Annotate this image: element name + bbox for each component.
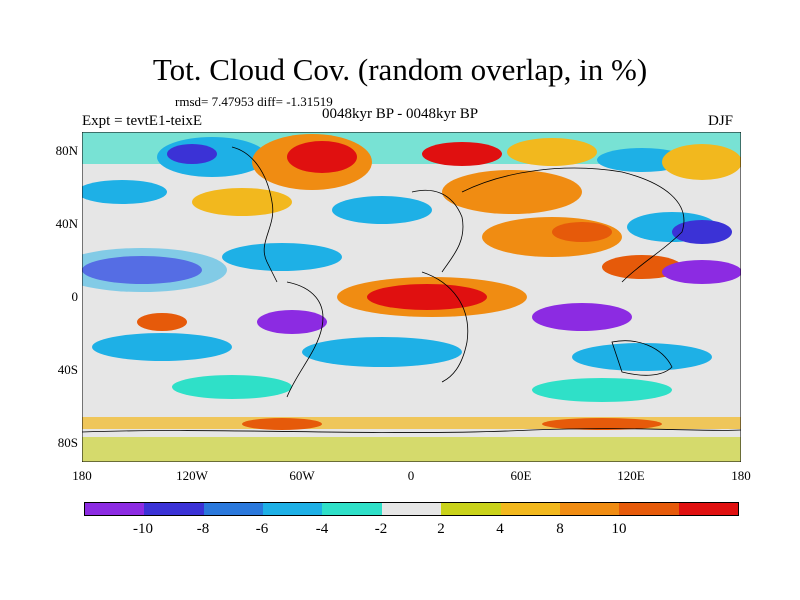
lon-label-180w: 180 <box>72 468 92 483</box>
colorbar <box>84 502 739 516</box>
lat-label-80s: 80S <box>57 435 78 450</box>
colorbar-swatch <box>441 503 501 515</box>
colorbar-swatch <box>500 503 560 515</box>
colorbar-swatch <box>559 503 620 515</box>
stats-text: rmsd= 7.47953 diff= -1.31519 <box>175 94 333 109</box>
lon-label-0: 0 <box>407 468 415 483</box>
colorbar-swatch <box>144 503 204 515</box>
colorbar-swatch <box>619 503 679 515</box>
lat-label-80n: 80N <box>55 143 78 158</box>
colorbar-swatch <box>322 503 382 515</box>
lat-label-40n: 40N <box>55 216 78 231</box>
colorbar-label: 8 <box>556 521 564 537</box>
lon-label-180e: 180 <box>731 468 751 483</box>
colorbar-label: 2 <box>437 521 445 537</box>
colorbar-label: -4 <box>315 521 329 537</box>
colorbar-swatch <box>85 503 145 515</box>
lat-label-0: 0 <box>71 289 79 304</box>
colorbar-label: 10 <box>611 521 627 537</box>
colorbar-label: -2 <box>374 521 388 537</box>
lon-label-120e: 120E <box>617 468 645 483</box>
field-blobs <box>82 132 741 462</box>
colorbar-swatch <box>678 503 738 515</box>
colorbar-swatch <box>381 503 442 515</box>
colorbar-label: -10 <box>133 521 153 537</box>
colorbar-swatch <box>263 503 323 515</box>
season-label: DJF <box>708 113 734 129</box>
cloud-cover-map <box>82 132 741 462</box>
experiment-label: Expt = tevtE1-teixE <box>82 113 203 129</box>
colorbar-swatch <box>203 503 264 515</box>
lon-label-120w: 120W <box>176 468 208 483</box>
lon-label-60e: 60E <box>510 468 532 483</box>
lat-label-40s: 40S <box>57 362 78 377</box>
map-title: Tot. Cloud Cov. (random overlap, in %) <box>152 52 648 87</box>
period-label: 0048kyr BP - 0048kyr BP <box>322 106 479 122</box>
colorbar-label: 4 <box>496 521 504 537</box>
lon-label-60w: 60W <box>289 468 315 483</box>
coastlines <box>82 146 741 433</box>
colorbar-label: -8 <box>196 521 210 537</box>
colorbar-label: -6 <box>255 521 269 537</box>
